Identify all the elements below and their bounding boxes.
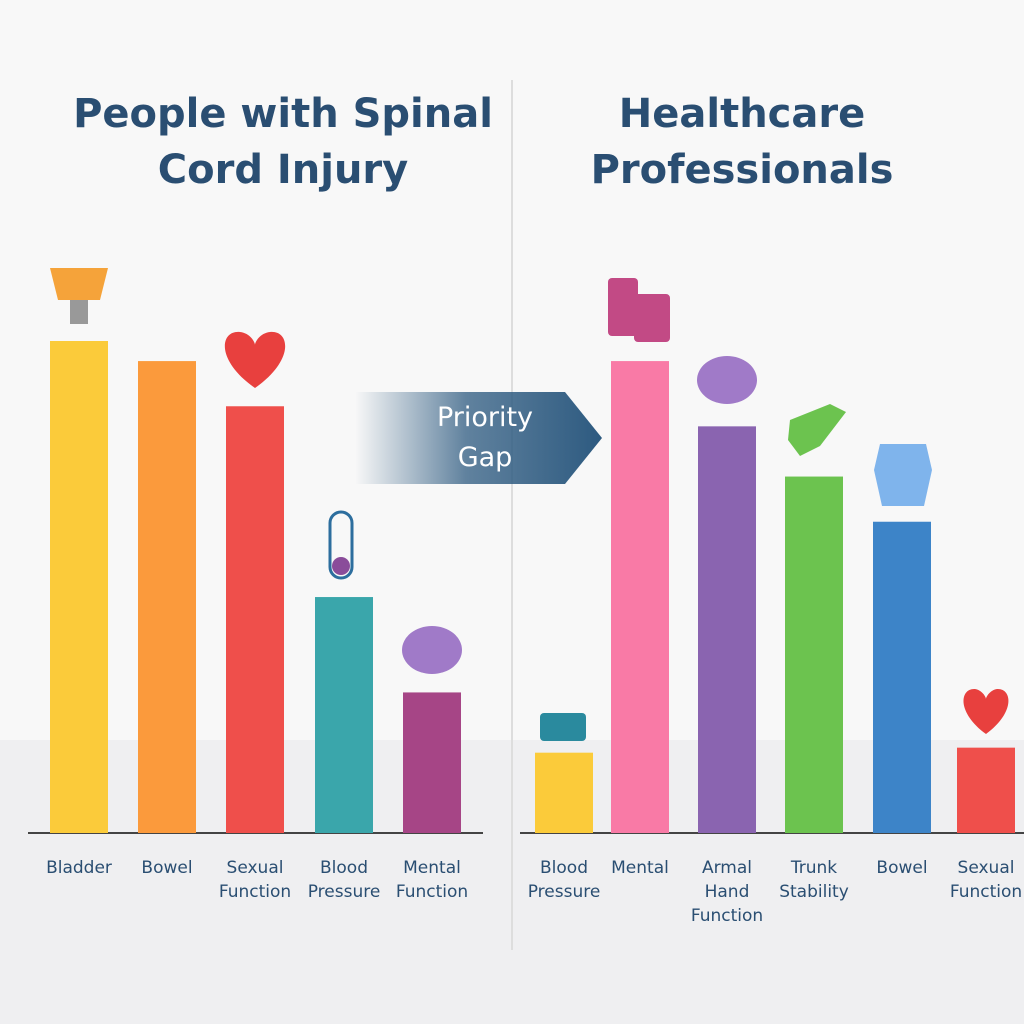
brain-icon (402, 626, 462, 674)
x-tick-label: Armal Hand Function (690, 858, 764, 926)
bar (785, 476, 843, 833)
glove-icon (788, 404, 846, 456)
bar (315, 597, 373, 833)
x-tick-label: Blood Pressure (527, 858, 601, 902)
heart-icon (224, 331, 286, 388)
x-tick-label: Bladder (46, 858, 112, 878)
bar (50, 341, 108, 833)
chart-title: People with Spinal Cord Injury (73, 91, 493, 193)
thermo-icon (328, 510, 354, 580)
bag-icon (634, 294, 670, 342)
x-tick-label: Mental (611, 858, 669, 878)
cup-icon (50, 268, 108, 300)
heart-icon (963, 688, 1009, 734)
bar (138, 361, 196, 833)
x-tick-label: Mental Function (395, 858, 469, 902)
bar (226, 406, 284, 833)
bar (957, 747, 1015, 833)
thermo-icon (332, 557, 350, 575)
bar (611, 361, 669, 833)
x-tick-label: Blood Pressure (307, 858, 381, 902)
x-tick-label: Sexual Function (949, 858, 1023, 902)
brain-icon (697, 356, 757, 404)
x-tick-label: Bowel (141, 858, 193, 878)
bag-icon (608, 278, 638, 336)
x-tick-label: Trunk Stability (779, 858, 849, 902)
x-tick-label: Bowel (876, 858, 928, 878)
cup-icon (70, 300, 88, 324)
bar (698, 426, 756, 833)
annotation: Priority Gap (436, 402, 534, 473)
gap-arrow (355, 392, 602, 484)
bar (873, 521, 931, 833)
chart-title: Healthcare Professionals (590, 91, 894, 193)
camera-icon (540, 713, 586, 741)
x-tick-label: Sexual Function (218, 858, 292, 902)
bar (403, 692, 461, 833)
bar (535, 752, 593, 833)
vest-icon (874, 444, 932, 506)
